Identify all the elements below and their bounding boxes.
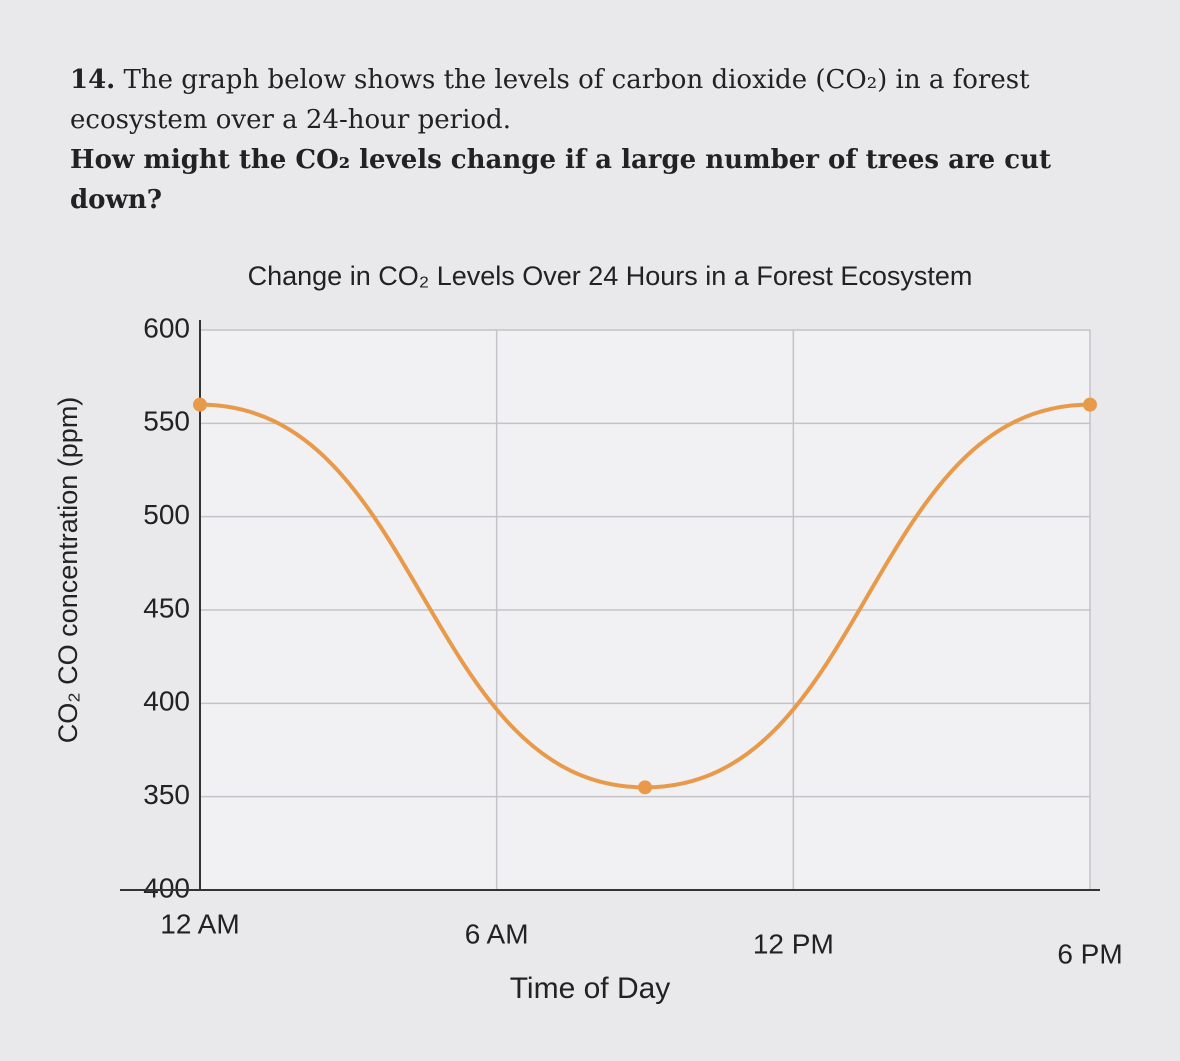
point [193, 397, 207, 412]
x-tick-label: 12 AM [160, 908, 239, 939]
question-number: 14. [70, 65, 116, 95]
point [638, 780, 652, 795]
x-axis-label: Time of Day [510, 972, 671, 1005]
y-tick-label: 450 [143, 592, 190, 623]
x-tick-label: 6 AM [465, 918, 529, 949]
x-tick-label: 12 PM [753, 928, 834, 959]
y-tick-label: 600 [143, 312, 190, 343]
question-text: The graph below shows the levels of carb… [70, 65, 1030, 135]
y-tick-label: 400 [143, 872, 190, 903]
question: 14. The graph below shows the levels of … [70, 60, 1130, 220]
y-tick-label: 350 [143, 779, 190, 810]
x-tick-label: 6 PM [1057, 938, 1122, 969]
y-tick-label: 400 [143, 686, 190, 717]
y-tick-label: 500 [143, 499, 190, 530]
chart-title: Change in CO₂ Levels Over 24 Hours in a … [248, 261, 973, 291]
question-prompt: How might the CO₂ levels change if a lar… [70, 145, 1051, 215]
y-tick-label: 550 [143, 406, 190, 437]
point [1083, 397, 1097, 412]
y-axis-label: CO₂ CO concentration (ppm) [53, 397, 83, 744]
